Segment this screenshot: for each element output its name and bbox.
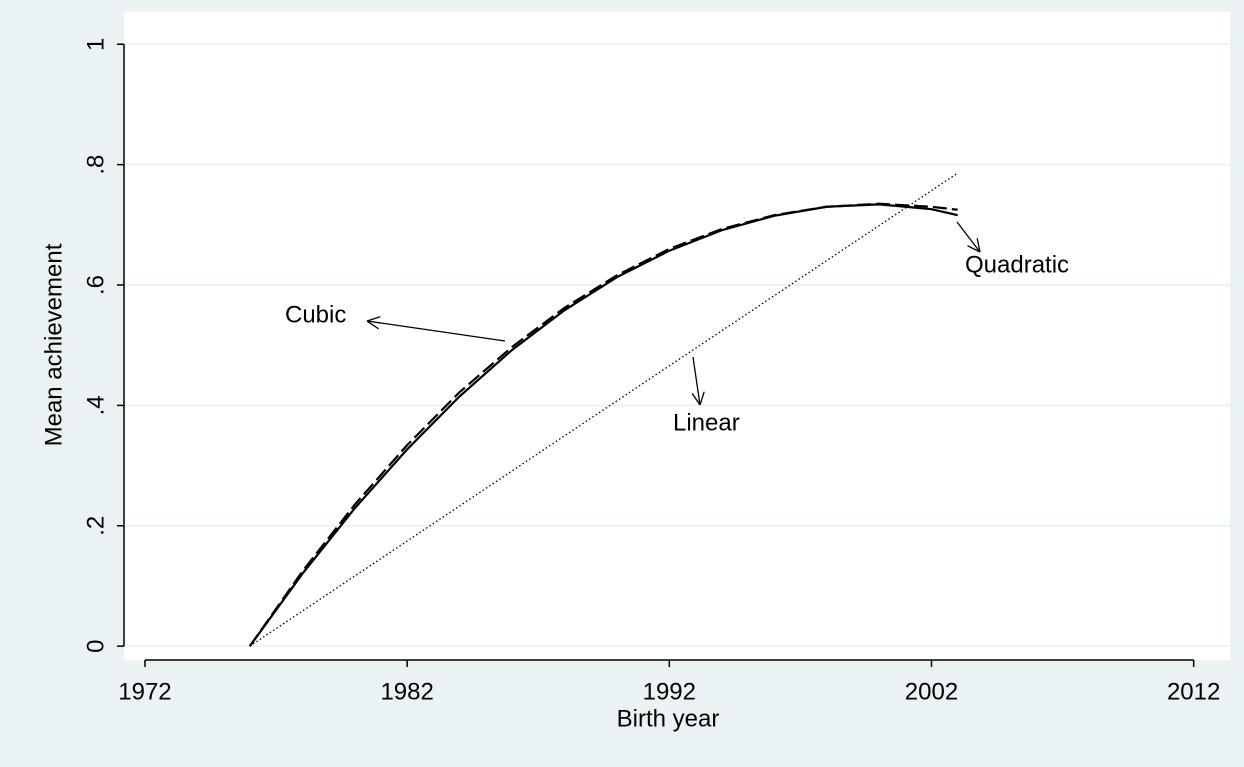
series-line <box>249 172 959 647</box>
annotation: Cubic <box>285 301 346 328</box>
annotation-arrow <box>692 356 701 406</box>
annotation-arrow <box>366 320 506 342</box>
series-line <box>248 203 958 647</box>
plot-area <box>124 12 1230 660</box>
x-tick-label: 1972 <box>118 678 171 705</box>
y-tick-label: .8 <box>82 155 109 175</box>
annotation-arrowhead <box>691 393 701 406</box>
annotation: Quadratic <box>965 251 1069 278</box>
x-tick-label: 1982 <box>380 678 433 705</box>
y-tick-label: .4 <box>82 395 109 415</box>
y-tick-label: 0 <box>82 639 109 652</box>
annotation-arrowhead <box>366 320 379 330</box>
annotation: Linear <box>673 409 740 436</box>
y-tick-label: .2 <box>82 516 109 536</box>
annotation-arrowhead <box>976 238 981 253</box>
y-tick-label: .6 <box>82 275 109 295</box>
x-tick-label: 2002 <box>905 678 958 705</box>
annotation-arrowhead <box>699 391 705 406</box>
annotation-arrowhead <box>366 316 381 322</box>
x-tick-label: 1992 <box>643 678 696 705</box>
y-axis-title: Mean achievement <box>40 243 67 446</box>
annotation-arrowhead <box>967 245 981 253</box>
x-axis-title: Birth year <box>617 705 720 732</box>
y-tick-label: 1 <box>82 38 109 51</box>
annotation-arrow <box>956 221 981 253</box>
x-tick-label: 2012 <box>1167 678 1220 705</box>
